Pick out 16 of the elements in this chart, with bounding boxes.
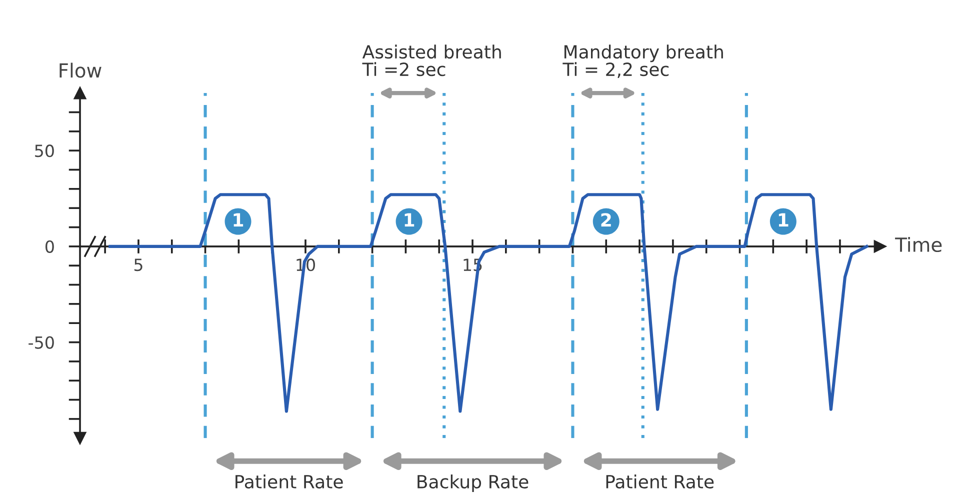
x-tick-label: 5 [134,258,142,272]
y-axis-title: Flow [60,62,102,78]
y-tick-label: 0 [46,240,54,253]
annotation: 1 [404,213,414,226]
annotation: 1 [778,213,788,226]
y-tick-label: -50 [28,336,54,349]
x-axis-title: Time [895,237,942,252]
line-series [108,193,868,413]
text: Patient Rate [606,474,714,489]
y-tick-label: 50 [35,144,54,158]
annotation: 1 [234,213,244,226]
annotation: 2 [601,213,611,226]
text: Patient Rate [236,474,343,489]
text: Assisted breath Ti =2 sec [362,44,501,76]
text: Backup Rate [418,474,528,492]
text: Mandatory breath Ti = 2,2 sec [562,44,723,78]
